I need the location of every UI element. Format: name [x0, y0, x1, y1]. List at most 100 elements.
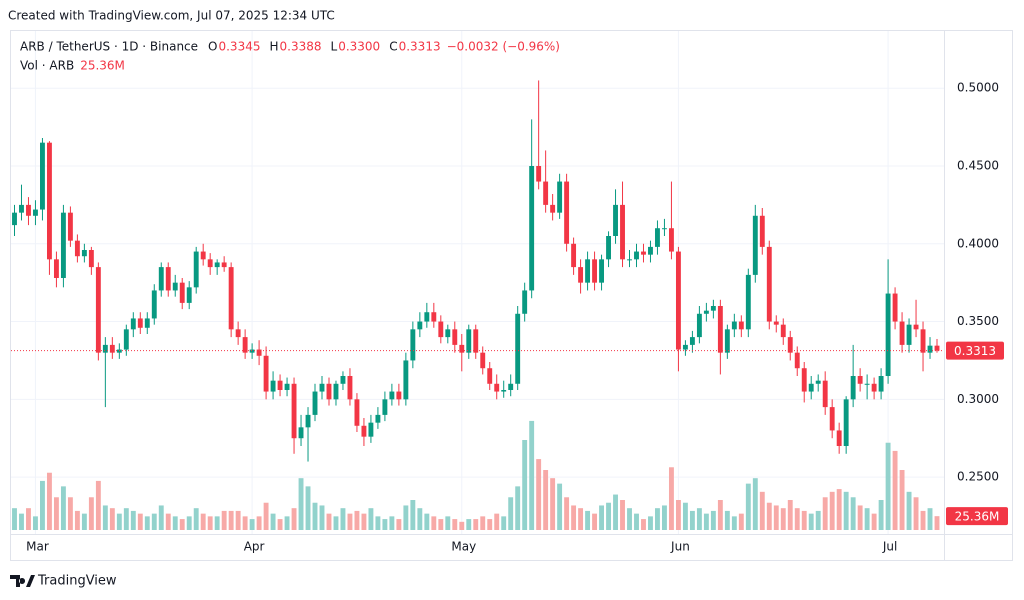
candle-body [508, 383, 514, 390]
ohlc-value: 0.3388 [280, 40, 322, 54]
volume-bar [263, 502, 269, 530]
volume-bar [864, 508, 870, 530]
candle-body [291, 383, 297, 439]
candle-body [431, 312, 437, 322]
volume-bar [347, 513, 353, 530]
candle-body [368, 422, 374, 437]
volume-bar [172, 516, 178, 530]
volume-bar [242, 516, 248, 530]
candle-body [745, 274, 751, 330]
volume-bar [641, 519, 646, 530]
created-note: Created with TradingView.com, Jul 07, 20… [8, 9, 335, 23]
volume-bar [620, 500, 625, 530]
volume-bar [221, 510, 227, 530]
change: −0.0032 (−0.96%) [447, 40, 560, 54]
candle-body [564, 181, 570, 244]
volume-pane [12, 420, 940, 530]
volume-bar [913, 497, 919, 530]
volume-bar [906, 491, 912, 530]
candle-body [242, 337, 248, 353]
candle-body [473, 329, 479, 353]
candles [12, 80, 940, 462]
candle-body [906, 324, 912, 345]
volume-badge [946, 507, 1008, 526]
candle-body [801, 368, 807, 392]
ohlc-value: 0.3345 [218, 40, 260, 54]
candle-body [26, 204, 31, 216]
volume-bar [662, 505, 667, 530]
candle-body [382, 399, 388, 415]
candle-body [12, 212, 17, 226]
volume-bar [515, 486, 521, 530]
candle-body [780, 324, 786, 338]
candle-body [557, 181, 563, 213]
volume-bar [403, 505, 409, 530]
volume-bar [571, 505, 577, 530]
symbol: ARB / TetherUS · 1D · Binance [20, 40, 198, 54]
volume-bar [438, 519, 444, 530]
volume-bar [144, 516, 150, 530]
candle-body [682, 344, 688, 350]
volume-bar [557, 483, 563, 530]
volume-bar [165, 513, 171, 530]
volume-bar [235, 510, 241, 530]
volume-bar [382, 519, 388, 530]
candle-body [522, 290, 528, 314]
volume-bar [927, 508, 933, 530]
y-tick-label: 0.5000 [957, 81, 999, 95]
candle-body [81, 250, 87, 257]
volume-bar [137, 513, 143, 530]
legend: ARB / TetherUS · 1D · Binance Vol · ARB … [20, 40, 560, 73]
volume-bar [26, 508, 31, 530]
volume-bar [389, 516, 395, 530]
candle-body [40, 142, 45, 210]
candle-body [920, 329, 926, 353]
candle-body [864, 383, 870, 385]
candle-body [808, 383, 814, 392]
candle-body [668, 228, 674, 252]
volume-bar [578, 508, 584, 530]
volume-bar [634, 513, 639, 530]
volume-bar [829, 491, 835, 530]
candle-body [389, 391, 395, 400]
volume-bar [480, 516, 486, 530]
candle-body [88, 250, 94, 268]
volume-bar [487, 519, 493, 530]
candle-body [333, 383, 339, 400]
candle-body [235, 329, 241, 338]
volume-bar [920, 510, 926, 530]
candle-body [655, 228, 660, 247]
axes: 0.5000 0.4500 0.4000 0.3500 0.3000 0.2500 Mar A… [11, 81, 1008, 554]
candle-body [752, 215, 758, 275]
volume-bar [648, 516, 653, 530]
candle-body [200, 251, 206, 260]
ohlc-key: C [389, 40, 397, 54]
candle-body [354, 399, 360, 426]
candle-body [326, 383, 332, 400]
candle-body [717, 306, 723, 353]
volume-bar [501, 516, 507, 530]
candle-body [662, 228, 667, 230]
volume-bar [878, 500, 884, 530]
volume-bar [312, 502, 318, 530]
candle-body [515, 313, 521, 384]
volume-bar [808, 513, 814, 530]
volume-bar [291, 508, 297, 530]
volume-bar [759, 491, 765, 530]
volume-bar [815, 510, 821, 530]
volume-bar [731, 516, 737, 530]
volume-bar [934, 516, 940, 530]
volume-bar [724, 510, 730, 530]
candle-body [627, 259, 632, 261]
volume-bar [473, 519, 479, 530]
x-tick-label: Apr [244, 540, 265, 554]
candle-body [480, 352, 486, 369]
volume-bar [123, 508, 129, 530]
volume-bar [892, 450, 898, 530]
volume-bar [256, 516, 262, 530]
volume-bar [46, 472, 52, 530]
candle-body [193, 251, 199, 288]
candle-body [487, 368, 493, 384]
candle-body [46, 142, 52, 260]
